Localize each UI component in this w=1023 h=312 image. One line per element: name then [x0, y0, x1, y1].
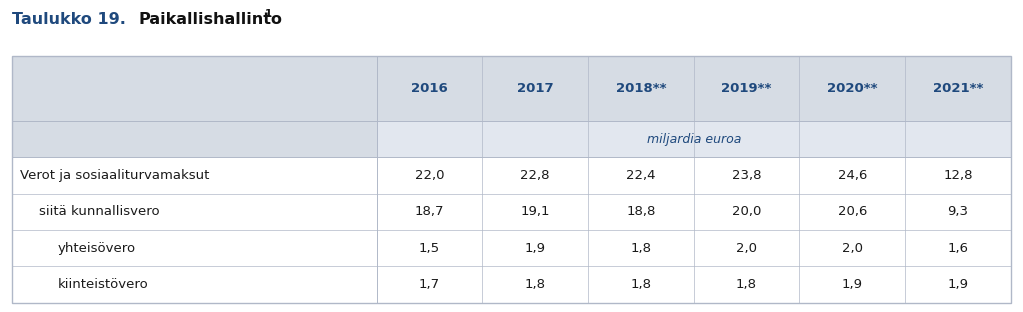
Text: 1,7: 1,7	[419, 278, 440, 291]
Text: kiinteistövero: kiinteistövero	[57, 278, 148, 291]
Text: 1,9: 1,9	[947, 278, 969, 291]
Bar	[12, 157, 1011, 193]
Bar	[12, 266, 1011, 303]
Text: 9,3: 9,3	[947, 205, 969, 218]
Text: 2017: 2017	[517, 82, 553, 95]
Bar	[12, 56, 1011, 303]
Text: 2019**: 2019**	[721, 82, 771, 95]
Text: 20,0: 20,0	[731, 205, 761, 218]
Text: 2020**: 2020**	[827, 82, 878, 95]
Text: Verot ja sosiaaliturvamaksut: Verot ja sosiaaliturvamaksut	[20, 169, 210, 182]
Bar	[12, 230, 1011, 266]
Text: 24,6: 24,6	[838, 169, 866, 182]
Text: 23,8: 23,8	[731, 169, 761, 182]
Text: 1,6: 1,6	[947, 241, 969, 255]
Bar	[12, 121, 376, 157]
Bar	[12, 193, 1011, 230]
Text: 1,8: 1,8	[630, 241, 652, 255]
Text: siitä kunnallisvero: siitä kunnallisvero	[39, 205, 160, 218]
Text: 1,8: 1,8	[525, 278, 545, 291]
Bar	[376, 121, 1011, 157]
Text: 1,8: 1,8	[737, 278, 757, 291]
Text: 2018**: 2018**	[616, 82, 666, 95]
Text: 2,0: 2,0	[737, 241, 757, 255]
Text: 22,8: 22,8	[521, 169, 550, 182]
Text: Paikallishallinto: Paikallishallinto	[138, 12, 282, 27]
Text: 22,0: 22,0	[414, 169, 444, 182]
Bar	[12, 56, 1011, 121]
Text: 22,4: 22,4	[626, 169, 656, 182]
Text: 18,7: 18,7	[414, 205, 444, 218]
Text: 19,1: 19,1	[521, 205, 550, 218]
Text: 1,9: 1,9	[842, 278, 862, 291]
Text: 1,9: 1,9	[525, 241, 545, 255]
Text: 1,8: 1,8	[630, 278, 652, 291]
Text: 1: 1	[265, 9, 272, 19]
Text: 2,0: 2,0	[842, 241, 862, 255]
Text: 1,5: 1,5	[419, 241, 440, 255]
Text: yhteisövero: yhteisövero	[57, 241, 135, 255]
Text: 20,6: 20,6	[838, 205, 866, 218]
Text: 18,8: 18,8	[626, 205, 656, 218]
Text: Taulukko 19.: Taulukko 19.	[12, 12, 126, 27]
Text: 12,8: 12,8	[943, 169, 973, 182]
Text: 2016: 2016	[411, 82, 448, 95]
Text: miljardia euroa: miljardia euroa	[647, 133, 741, 146]
Text: 2021**: 2021**	[933, 82, 983, 95]
